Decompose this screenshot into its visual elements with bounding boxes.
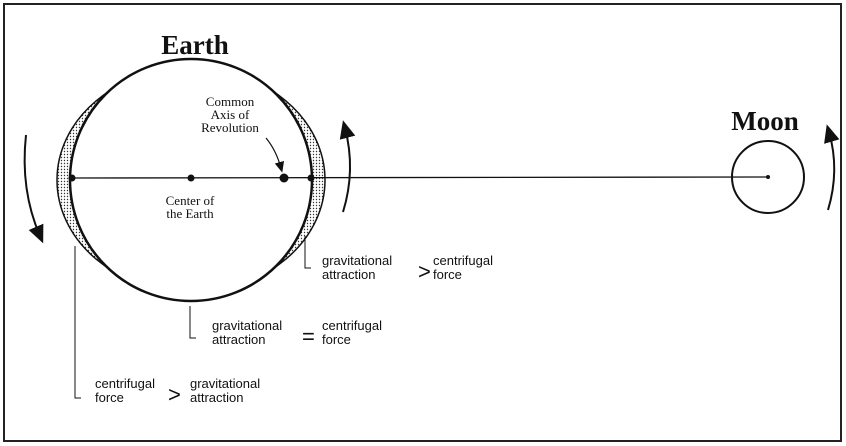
relation: >	[168, 382, 181, 407]
annotation-text: centrifugal	[433, 253, 493, 268]
relation: =	[302, 324, 315, 349]
annotation-text: gravitational	[190, 376, 260, 391]
relation: >	[418, 259, 431, 284]
annotation-text: gravitational	[212, 318, 282, 333]
annotation-text: gravitational	[322, 253, 392, 268]
bracket	[75, 246, 81, 398]
bracket	[305, 236, 311, 268]
earth-label: Earth	[161, 30, 229, 60]
center-label: the Earth	[166, 206, 214, 221]
diagram: Earth Moon Common Axis of Revolution Cen…	[0, 0, 846, 446]
moon-label: Moon	[731, 106, 799, 136]
annotation-text: centrifugal	[95, 376, 155, 391]
bracket	[190, 306, 196, 338]
annotation-text: force	[95, 390, 124, 405]
annotation-text: attraction	[322, 267, 375, 282]
annotation-text: force	[433, 267, 462, 282]
rotation-arrow	[343, 128, 350, 212]
rotation-arrow	[828, 132, 834, 210]
annotation-text: attraction	[212, 332, 265, 347]
rotation-arrow	[25, 135, 40, 236]
annotation-text: force	[322, 332, 351, 347]
annotation-text: attraction	[190, 390, 243, 405]
annotation-text: centrifugal	[322, 318, 382, 333]
axis-label: Revolution	[201, 120, 259, 135]
